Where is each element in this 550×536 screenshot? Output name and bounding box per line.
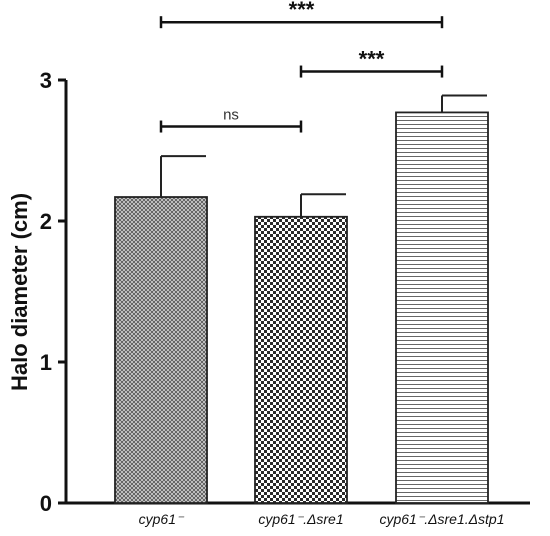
x-axis-categories: cyp61⁻ cyp61⁻.Δsre1 cyp61⁻.Δsre1.Δstp1	[139, 511, 505, 527]
category-label-2: cyp61⁻.Δsre1	[258, 511, 343, 527]
bar-2	[254, 215, 348, 504]
bars-group	[114, 111, 489, 504]
significance-label-3: ***	[289, 0, 315, 22]
significance-group: ns *** ***	[159, 0, 444, 133]
error-bars-group	[160, 94, 487, 217]
category-label-3: cyp61⁻.Δsre1.Δstp1	[379, 511, 504, 527]
y-axis-label: Halo diameter (cm)	[7, 193, 32, 391]
significance-label-2: ***	[359, 47, 385, 72]
y-axis-ticks: 0 1 2 3	[40, 68, 66, 516]
y-tick-label: 2	[40, 209, 52, 234]
bar-1	[114, 196, 208, 504]
category-label-1: cyp61⁻	[139, 511, 185, 527]
significance-label-1: ns	[223, 107, 239, 124]
y-tick-label: 1	[40, 350, 52, 375]
y-tick-label: 0	[40, 491, 52, 516]
bar-3	[395, 111, 489, 504]
y-tick-label: 3	[40, 68, 52, 93]
